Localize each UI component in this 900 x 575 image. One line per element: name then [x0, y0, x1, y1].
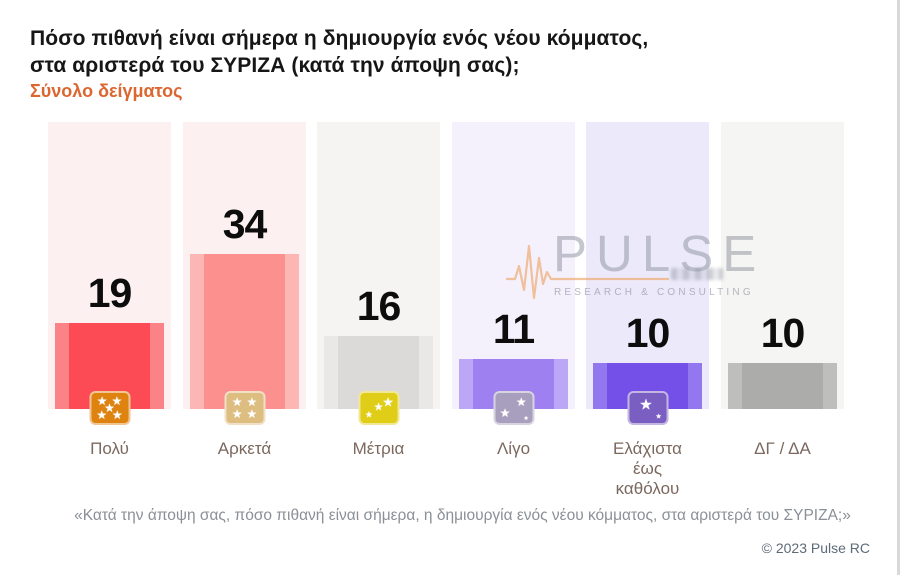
- star-icon: ★: [382, 394, 394, 410]
- star-icon: ★: [515, 395, 527, 410]
- star-icon: ★: [231, 395, 243, 409]
- bar-column: 10 ΔΓ / ΔΑ: [721, 122, 844, 458]
- bar-value-label: 34: [222, 201, 268, 247]
- star-icon: ★: [373, 401, 384, 414]
- stars-badge: ★ ★ ★: [358, 391, 399, 425]
- category-label: Μέτρια: [352, 439, 405, 458]
- star-icon: ★: [499, 406, 511, 421]
- category-label: Λίγο: [496, 439, 531, 458]
- star-icon: ★: [655, 413, 662, 421]
- chart-title: Πόσο πιθανή είναι σήμερα η δημιουργία εν…: [30, 26, 750, 80]
- copyright-text: © 2023 Pulse RC: [761, 540, 870, 556]
- bar-column: 10 ★ ★ Ελάχιστα έως καθόλου: [586, 122, 709, 498]
- page-right-edge: [897, 0, 900, 575]
- category-label: Πολύ: [90, 439, 129, 458]
- category-label: Αρκετά: [217, 439, 272, 458]
- star-icon: ★: [523, 415, 529, 422]
- footnote-quote: «Κατά την άποψη σας, πόσο πιθανή είναι σ…: [74, 507, 851, 524]
- stars-badge: ★ ★: [627, 391, 668, 425]
- category-label: ΔΓ / ΔΑ: [754, 439, 811, 458]
- bar-track: [721, 122, 844, 409]
- bar-column: 34 ★ ★ ★ ★ Αρκετά: [183, 122, 306, 458]
- star-icon: ★: [246, 395, 258, 409]
- chart-title-line1: Πόσο πιθανή είναι σήμερα η δημιουργία εν…: [30, 27, 649, 50]
- bar: [728, 363, 837, 409]
- stars-badge: ★ ★ ★: [493, 391, 534, 425]
- chart-subtitle: Σύνολο δείγματος: [30, 81, 183, 101]
- star-icon: ★: [104, 401, 115, 415]
- star-icon: ★: [246, 407, 258, 422]
- bar-value-label: 16: [356, 283, 402, 329]
- bar-column: 11 ★ ★ ★ Λίγο: [452, 122, 575, 458]
- bar-value-label: 10: [625, 310, 671, 356]
- star-icon: ★: [96, 393, 108, 408]
- bar-value-label: 19: [87, 270, 133, 316]
- star-icon: ★: [111, 408, 123, 423]
- star-icon: ★: [231, 407, 243, 422]
- bar-value-label: 10: [760, 310, 806, 356]
- bar-column: 16 ★ ★ ★ Μέτρια: [317, 122, 440, 458]
- stars-badge: ★ ★ ★ ★: [224, 391, 265, 425]
- category-label: Ελάχιστα έως καθόλου: [613, 439, 682, 499]
- stars-badge: ★ ★ ★ ★ ★: [89, 391, 130, 425]
- chart-title-line2: στα αριστερά του ΣΥΡΙΖΑ (κατά την άποψη …: [30, 53, 520, 77]
- bar: [190, 254, 299, 409]
- bar-column: 19 ★ ★ ★ ★ ★ Πολύ: [48, 122, 171, 458]
- star-icon: ★: [639, 396, 653, 414]
- star-icon: ★: [364, 409, 373, 420]
- star-icon: ★: [111, 393, 123, 408]
- star-icon: ★: [96, 408, 108, 423]
- bar-value-label: 11: [492, 306, 535, 352]
